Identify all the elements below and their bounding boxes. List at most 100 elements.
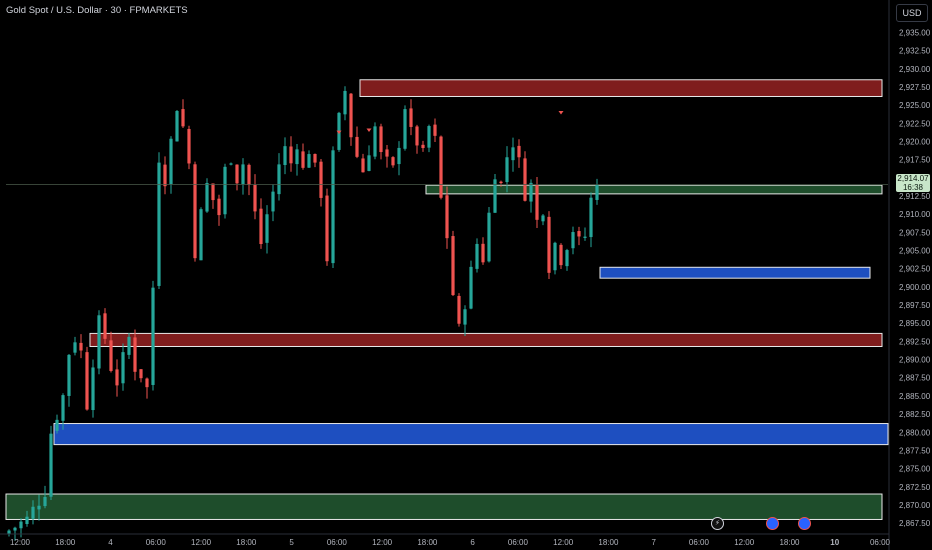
candle-body [343, 90, 347, 115]
blue-zone[interactable] [53, 423, 889, 446]
candle-body [505, 157, 509, 183]
price-tick-label: 2,907.50 [899, 228, 931, 237]
candle-body [301, 151, 305, 168]
time-tick-label: 06:00 [870, 538, 891, 547]
time-tick-label: 10 [830, 538, 839, 547]
candle-body [457, 295, 461, 324]
candle-body [319, 161, 323, 198]
candle-body [595, 184, 599, 200]
candle-body [373, 126, 377, 157]
candle-body [415, 126, 419, 146]
signal-marker-icon [558, 111, 564, 115]
candle-body [121, 352, 125, 384]
candle-body [265, 214, 269, 243]
candle-body [271, 191, 275, 212]
currency-selector[interactable]: USD [896, 4, 928, 22]
time-tick-label: 12:00 [10, 538, 31, 547]
price-tick-label: 2,912.50 [899, 192, 931, 201]
time-tick-label: 06:00 [689, 538, 710, 547]
candle-body [559, 244, 563, 266]
candle-body [283, 146, 287, 166]
candle-body [499, 181, 503, 184]
candle-body [289, 146, 293, 164]
candle-body [67, 354, 71, 396]
time-tick-label: 12:00 [191, 538, 212, 547]
flash-event-icon[interactable]: ⚡ [711, 517, 724, 530]
candle-body [79, 342, 83, 351]
price-tick-label: 2,892.50 [899, 337, 931, 346]
candle-body [463, 309, 467, 325]
time-axis[interactable]: 12:00 18:00 4 06:00 12:00 18:00 5 06:00 12:00 18:… [0, 533, 891, 547]
candle-body [511, 147, 515, 161]
price-tick-label: 2,905.00 [899, 247, 931, 256]
candle-body [205, 182, 209, 212]
candle-body [493, 179, 497, 213]
time-tick-label: 6 [470, 538, 475, 547]
candle-body [433, 124, 437, 136]
candle-body [235, 164, 239, 184]
candle-body [241, 164, 245, 185]
candle-body [145, 378, 149, 388]
price-tick-label: 2,927.50 [899, 83, 931, 92]
price-tick-label: 2,885.00 [899, 392, 931, 401]
last-price-value: 2,914.07 [897, 174, 929, 183]
candle-body [115, 369, 119, 386]
candle-body [73, 342, 77, 353]
candles-layer [7, 86, 599, 541]
supply-zone[interactable] [89, 332, 883, 347]
candle-body [85, 352, 89, 410]
demand-zone[interactable] [5, 493, 883, 520]
bar-countdown: 16:38 [902, 183, 924, 192]
time-tick-label: 06:00 [146, 538, 167, 547]
time-tick-label: 18:00 [598, 538, 619, 547]
zones-layer [5, 79, 889, 520]
candle-body [589, 197, 593, 238]
overlay-layer [6, 111, 888, 186]
price-tick-label: 2,870.00 [899, 501, 931, 510]
time-tick-label: 12:00 [372, 538, 393, 547]
candle-body [355, 136, 359, 157]
blue-zone[interactable] [599, 266, 871, 279]
candle-body [583, 236, 587, 238]
us-event-icon[interactable] [798, 517, 811, 530]
candle-body [7, 530, 11, 534]
candle-body [469, 266, 473, 309]
candle-body [385, 149, 389, 157]
price-tick-label: 2,910.00 [899, 210, 931, 219]
candle-body [331, 150, 335, 264]
candle-body [535, 184, 539, 220]
signal-marker-icon [366, 128, 372, 132]
price-tick-label: 2,872.50 [899, 483, 931, 492]
demand-zone[interactable] [425, 184, 883, 195]
candle-body [157, 162, 161, 286]
candle-body [517, 145, 521, 158]
time-tick-label: 06:00 [508, 538, 529, 547]
candle-body [541, 215, 545, 222]
price-tick-label: 2,925.00 [899, 101, 931, 110]
candle-body [391, 157, 395, 166]
candle-body [223, 166, 227, 215]
candle-body [97, 315, 101, 369]
candle-body [445, 195, 449, 239]
candle-body [139, 369, 143, 379]
price-tick-label: 2,935.00 [899, 29, 931, 38]
candle-body [187, 128, 191, 164]
candle-body [133, 337, 137, 372]
candle-body [427, 126, 431, 148]
price-tick-label: 2,882.50 [899, 410, 931, 419]
candle-body [529, 182, 533, 202]
candle-body [175, 110, 179, 142]
candle-body [379, 126, 383, 153]
supply-zone[interactable] [359, 79, 883, 97]
candle-body [49, 433, 53, 497]
us-event-icon[interactable] [766, 517, 779, 530]
price-tick-label: 2,920.00 [899, 138, 931, 147]
candle-body [25, 516, 29, 525]
candle-body [367, 155, 371, 171]
price-tick-label: 2,887.50 [899, 374, 931, 383]
price-axis[interactable]: 2,867.50 2,870.00 2,872.50 2,875.00 2,877.50… [888, 0, 931, 550]
candle-body [565, 250, 569, 267]
price-tick-label: 2,930.00 [899, 65, 931, 74]
candle-body [313, 153, 317, 163]
